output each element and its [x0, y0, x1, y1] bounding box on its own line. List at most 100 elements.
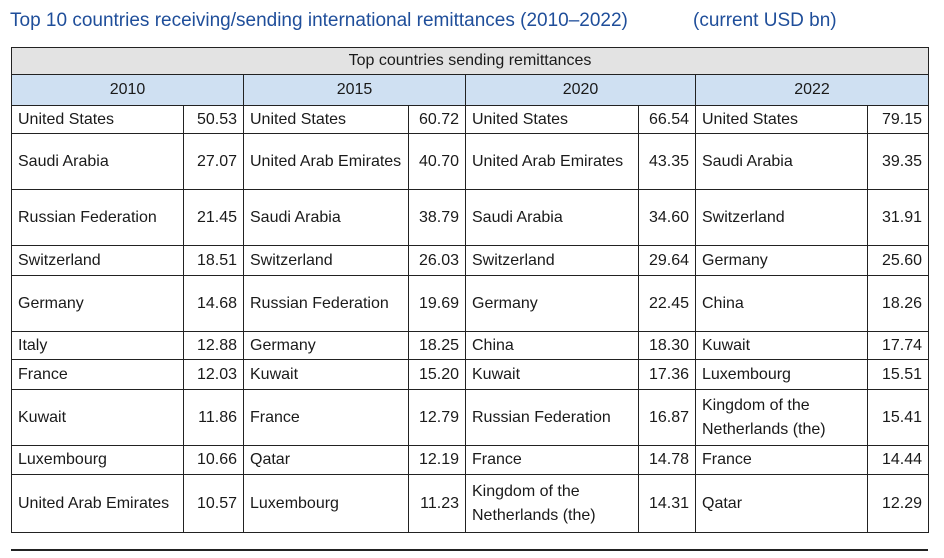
country-cell: Switzerland [11, 245, 184, 276]
table-row: France 12.03 Kuwait 15.20 Kuwait 17.36 Luxembo… [11, 359, 930, 390]
title-row: Top 10 countries receiving/sending inter… [10, 6, 934, 36]
value-cell: 18.51 [183, 245, 244, 276]
value-cell: 22.45 [638, 275, 696, 332]
value-cell: 27.07 [183, 133, 244, 190]
year-header: 2020 [465, 74, 696, 106]
value-cell: 17.36 [638, 359, 696, 390]
value-cell: 14.68 [183, 275, 244, 332]
table-row: United States 50.53 United States 60.72 Unit… [11, 105, 930, 134]
country-cell: Kingdom of the Netherlands (the) [465, 474, 639, 533]
value-cell: 19.69 [408, 275, 466, 332]
country-cell: Switzerland [465, 245, 639, 276]
country-cell: United States [695, 105, 868, 134]
value-cell: 15.20 [408, 359, 466, 390]
value-cell: 15.51 [866, 359, 930, 390]
value-cell: 26.03 [408, 245, 466, 276]
country-cell: Luxembourg [243, 474, 409, 533]
value-cell: 34.60 [638, 189, 696, 246]
country-cell: Switzerland [695, 189, 868, 246]
year-header: 2015 [243, 74, 466, 106]
country-cell: Luxembourg [695, 359, 868, 390]
value-cell: 39.35 [866, 133, 930, 190]
country-cell: United Arab Emirates [465, 133, 639, 190]
country-cell: Germany [11, 275, 184, 332]
table-body: United States 50.53 United States 60.72 Unit… [11, 105, 930, 533]
country-cell: Luxembourg [11, 445, 184, 475]
country-cell: Saudi Arabia [695, 133, 868, 190]
country-cell: Saudi Arabia [243, 189, 409, 246]
year-header: 2022 [694, 74, 930, 106]
value-cell: 11.23 [408, 474, 466, 533]
table-row: Germany 14.68 Russian Federation 19.69 Germa… [11, 275, 930, 332]
value-cell: 14.31 [638, 474, 696, 533]
value-cell: 25.60 [866, 245, 930, 276]
value-cell: 50.53 [183, 105, 244, 134]
value-cell: 43.35 [638, 133, 696, 190]
country-cell: China [695, 275, 868, 332]
country-cell: United States [11, 105, 184, 134]
country-cell: Russian Federation [11, 189, 184, 246]
year-header: 2010 [11, 74, 244, 106]
page-title: Top 10 countries receiving/sending inter… [10, 10, 628, 31]
table-row: Switzerland 18.51 Switzerland 26.03 Switzerl… [11, 245, 930, 276]
value-cell: 12.79 [408, 389, 466, 446]
country-cell: Russian Federation [465, 389, 639, 446]
country-cell: Germany [465, 275, 639, 332]
value-cell: 18.25 [408, 331, 466, 360]
table-row: Kuwait 11.86 France 12.79 Russian Federation… [11, 389, 930, 446]
country-cell: Qatar [695, 474, 868, 533]
country-cell: United Arab Emirates [11, 474, 184, 533]
country-cell: Russian Federation [243, 275, 409, 332]
country-cell: United Arab Emirates [243, 133, 409, 190]
table-row: United Arab Emirates 10.57 Luxembourg 11.23… [11, 474, 930, 533]
country-cell: Italy [11, 331, 184, 360]
value-cell: 10.57 [183, 474, 244, 533]
value-cell: 17.74 [866, 331, 930, 360]
country-cell: United States [243, 105, 409, 134]
table-row: Luxembourg 10.66 Qatar 12.19 France 14.78 Fran… [11, 445, 930, 475]
value-cell: 12.88 [183, 331, 244, 360]
value-cell: 18.26 [866, 275, 930, 332]
unit-label: (current USD bn) [693, 10, 837, 31]
value-cell: 12.03 [183, 359, 244, 390]
country-cell: Kingdom of the Netherlands (the) [695, 389, 868, 446]
country-cell: China [465, 331, 639, 360]
value-cell: 38.79 [408, 189, 466, 246]
value-cell: 79.15 [866, 105, 930, 134]
value-cell: 14.78 [638, 445, 696, 475]
bottom-rule [11, 549, 928, 551]
country-cell: Germany [695, 245, 868, 276]
country-cell: Switzerland [243, 245, 409, 276]
country-cell: Saudi Arabia [465, 189, 639, 246]
value-cell: 66.54 [638, 105, 696, 134]
value-cell: 16.87 [638, 389, 696, 446]
country-cell: Saudi Arabia [11, 133, 184, 190]
country-cell: Kuwait [11, 389, 184, 446]
value-cell: 14.44 [866, 445, 930, 475]
country-cell: United States [465, 105, 639, 134]
value-cell: 12.19 [408, 445, 466, 475]
value-cell: 11.86 [183, 389, 244, 446]
value-cell: 31.91 [866, 189, 930, 246]
value-cell: 15.41 [866, 389, 930, 446]
year-header-row: 2010 2015 2020 2022 [11, 74, 930, 106]
table-row: Saudi Arabia 27.07 United Arab Emirates 40.… [11, 133, 930, 190]
country-cell: France [465, 445, 639, 475]
country-cell: France [11, 359, 184, 390]
country-cell: France [695, 445, 868, 475]
country-cell: Kuwait [243, 359, 409, 390]
country-cell: Kuwait [695, 331, 868, 360]
country-cell: Qatar [243, 445, 409, 475]
table-caption: Top countries sending remittances [10, 47, 930, 75]
table-row: Italy 12.88 Germany 18.25 China 18.30 Kuwait 17… [11, 331, 930, 360]
table-row: Russian Federation 21.45 Saudi Arabia 38.79… [11, 189, 930, 246]
value-cell: 10.66 [183, 445, 244, 475]
country-cell: France [243, 389, 409, 446]
country-cell: Germany [243, 331, 409, 360]
value-cell: 21.45 [183, 189, 244, 246]
value-cell: 18.30 [638, 331, 696, 360]
country-cell: Kuwait [465, 359, 639, 390]
remittances-table: Top countries sending remittances 2010 2… [10, 47, 930, 533]
value-cell: 60.72 [408, 105, 466, 134]
value-cell: 29.64 [638, 245, 696, 276]
